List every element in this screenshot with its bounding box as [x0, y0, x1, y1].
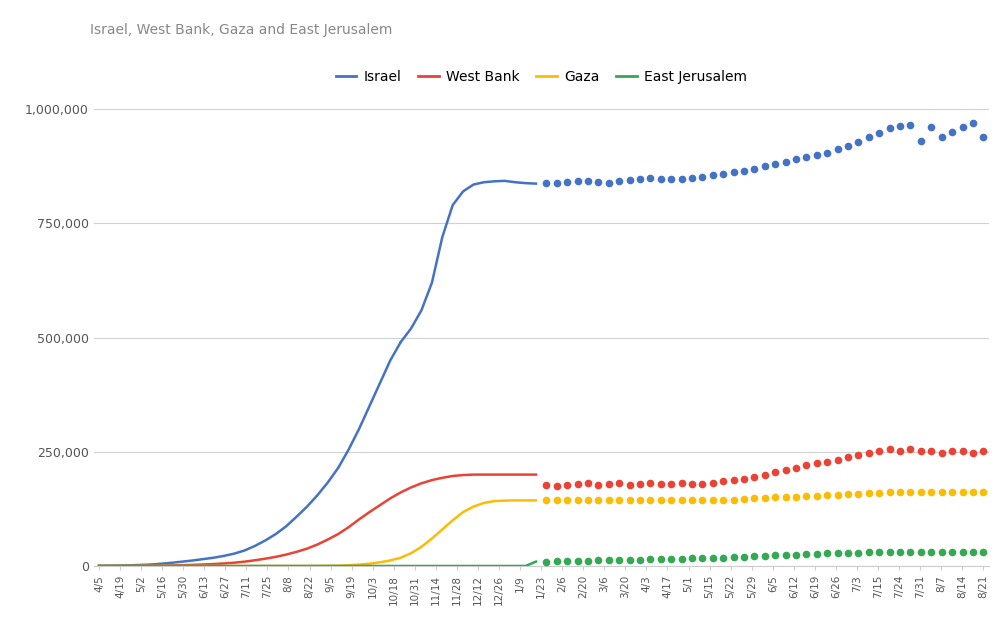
Legend: Israel, West Bank, Gaza, East Jerusalem: Israel, West Bank, Gaza, East Jerusalem — [330, 64, 751, 89]
Text: Israel, West Bank, Gaza and East Jerusalem: Israel, West Bank, Gaza and East Jerusal… — [90, 23, 392, 37]
